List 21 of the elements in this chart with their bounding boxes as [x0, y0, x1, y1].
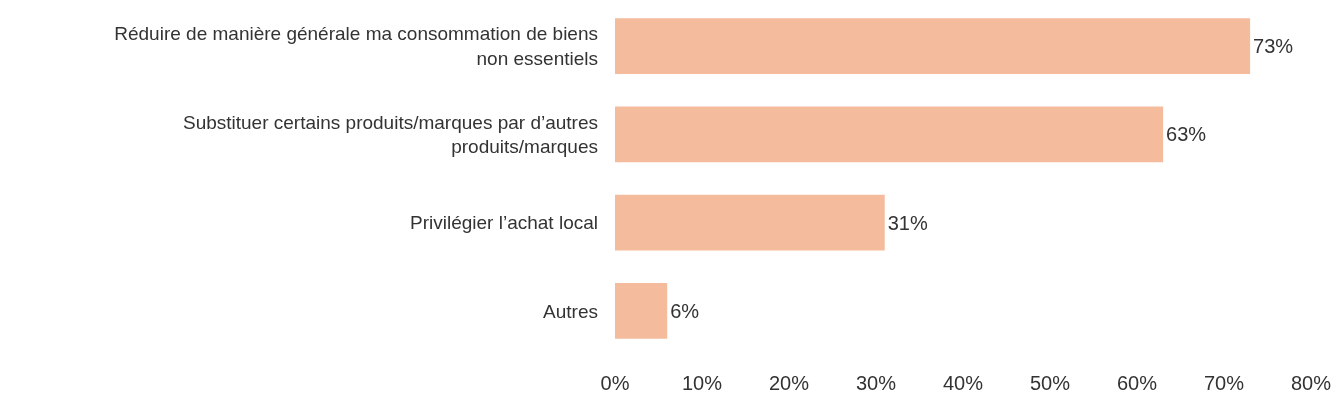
bar: [615, 194, 885, 251]
x-tick-label: 30%: [855, 372, 897, 394]
x-tick-label: 10%: [681, 372, 723, 394]
x-tick-label: 60%: [1116, 372, 1158, 394]
data-label: 31%: [887, 211, 928, 234]
bar: [615, 283, 668, 339]
data-label: 73%: [1253, 35, 1294, 58]
y-tick-label: Substituer certains produits/marques par d’autres produits/marques: [182, 111, 598, 158]
y-tick-label: Privilégier l’achat local: [410, 212, 598, 234]
x-tick-label: 20%: [768, 372, 810, 394]
x-tick-label: 0%: [600, 372, 630, 394]
y-tick-label: Réduire de manière générale ma consommation de biens non essentiels: [114, 23, 598, 70]
bar: [615, 18, 1251, 74]
data-label: 6%: [670, 299, 700, 322]
data-label: 63%: [1166, 123, 1207, 146]
x-tick-label: 70%: [1203, 372, 1245, 394]
bar: [615, 106, 1164, 163]
x-tick-label: 50%: [1029, 372, 1071, 394]
x-tick-label: 40%: [942, 372, 984, 394]
x-tick-label: 80%: [1290, 372, 1332, 394]
y-tick-label: Autres: [543, 300, 598, 322]
